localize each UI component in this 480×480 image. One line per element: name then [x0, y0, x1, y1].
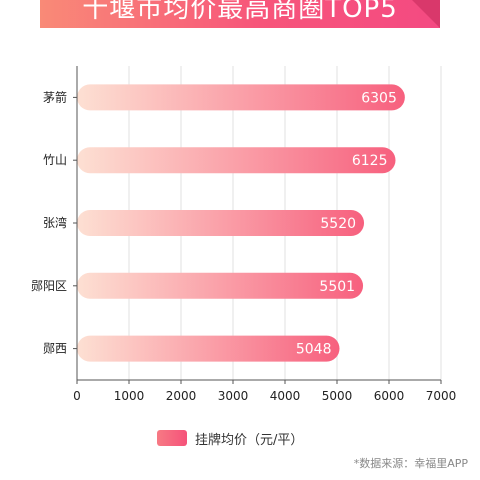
category-label: 竹山: [43, 153, 67, 167]
x-tick-label: 5000: [322, 389, 353, 403]
legend-label: 挂牌均价（元/平）: [195, 432, 304, 448]
source-note: *数据来源：幸福里APP: [353, 457, 468, 470]
legend: 挂牌均价（元/平）: [157, 430, 304, 448]
x-axis: 0 1000 2000 3000 4000 5000 6000 7000: [73, 66, 456, 403]
category-label: 张湾: [43, 215, 67, 230]
x-tick-label: 4000: [270, 389, 301, 403]
x-tick-label: 1000: [114, 389, 145, 403]
bar-value-label: 5501: [319, 279, 355, 295]
legend-swatch: [157, 430, 187, 446]
bar-value-label: 6305: [361, 90, 397, 106]
x-tick-label: 2000: [166, 389, 197, 403]
x-tick-label: 0: [73, 389, 81, 403]
banner-corner: [412, 0, 440, 28]
bar: [77, 84, 405, 111]
chart-title: 十堰市均价最高商圈TOP5: [82, 0, 398, 24]
bars: 6305 6125 5520 5501 5048: [77, 84, 405, 362]
bar: [77, 272, 364, 299]
bar: [77, 147, 396, 174]
category-label: 郧阳区: [31, 279, 67, 293]
bar-value-label: 5520: [320, 216, 356, 232]
category-label: 郧西: [43, 342, 67, 356]
bar-value-label: 5048: [296, 342, 332, 358]
title-banner: 十堰市均价最高商圈TOP5: [40, 0, 440, 28]
x-tick-label: 6000: [374, 389, 405, 403]
x-tick-label: 7000: [426, 389, 457, 403]
category-label: 茅箭: [43, 89, 67, 104]
bar: [77, 210, 365, 236]
x-tick-label: 3000: [218, 389, 249, 403]
bar-value-label: 6125: [352, 153, 388, 169]
bar: [77, 335, 340, 362]
